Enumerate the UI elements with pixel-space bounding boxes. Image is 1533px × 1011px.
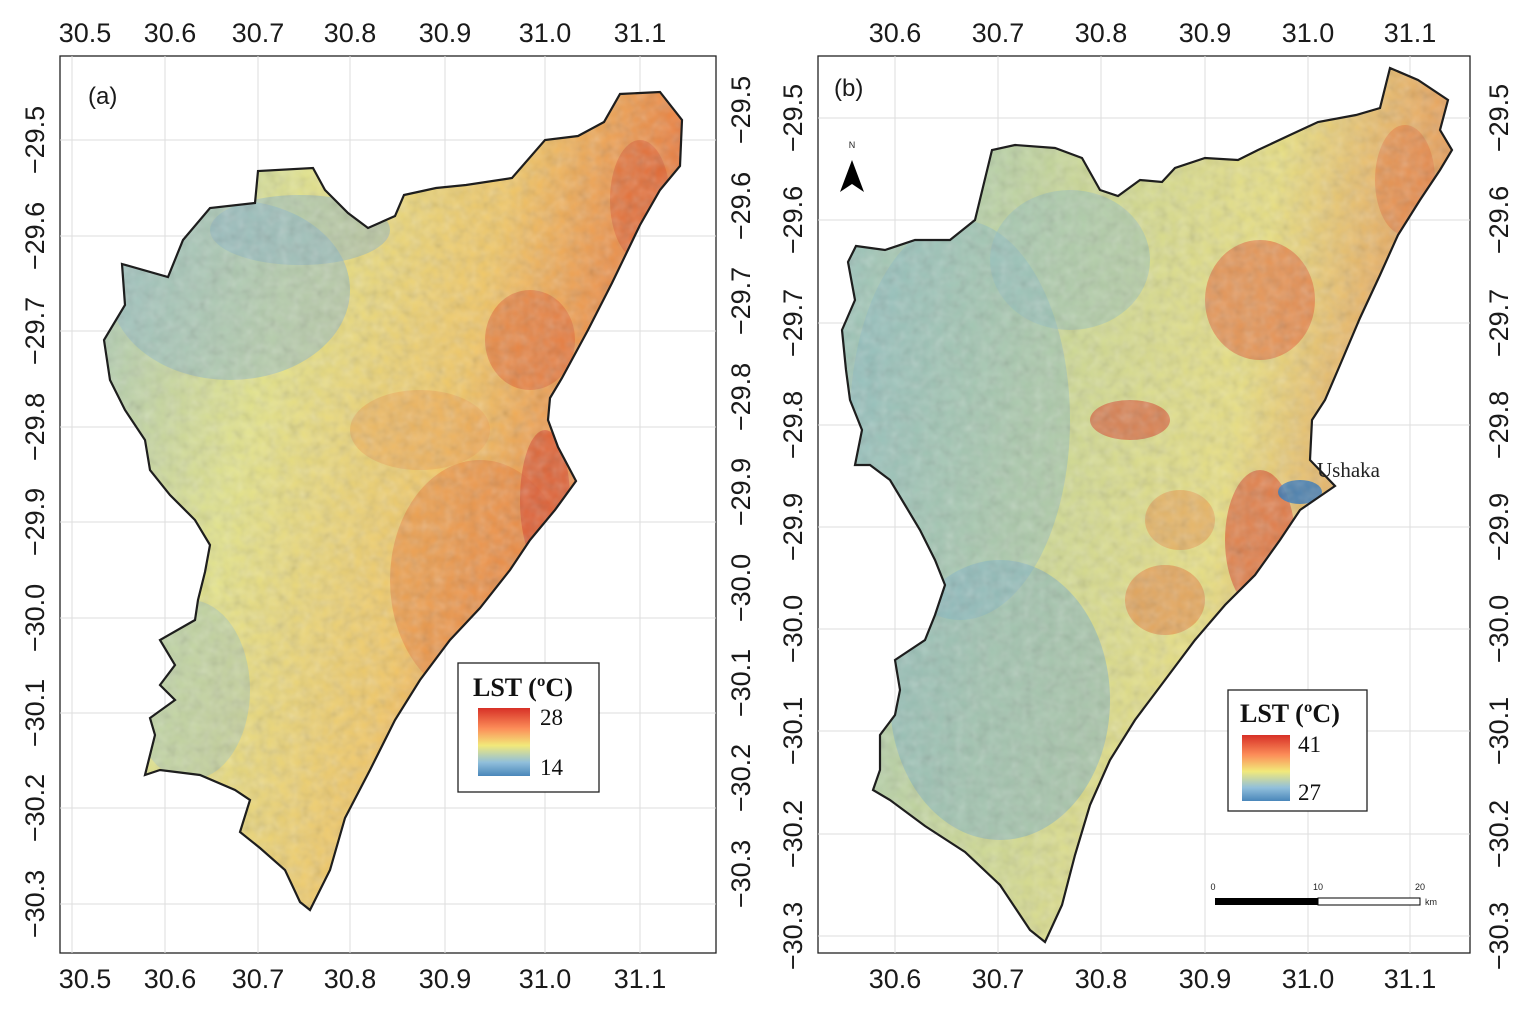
tick-label: 30.6	[144, 964, 197, 994]
tick-label: −29.7	[778, 289, 808, 357]
north-arrow-icon	[840, 160, 864, 192]
tick-label: −30.2	[726, 744, 756, 812]
tick-label: 30.5	[59, 18, 112, 48]
tick-label: −29.5	[20, 106, 50, 174]
panel-b-top-ticks: 30.6 30.7 30.8 30.9 31.0 31.1	[869, 18, 1437, 48]
legend-color-ramp	[1242, 735, 1290, 801]
tick-label: 30.9	[1179, 18, 1232, 48]
tick-label: −30.0	[726, 554, 756, 622]
legend-min-label: 14	[540, 755, 564, 780]
panel-b: (b) N Ushaka 0 10 20 km 30.6 30.7 30.8 3…	[778, 18, 1514, 994]
scale-bar-label: 10	[1313, 882, 1323, 892]
tick-label: −30.0	[20, 584, 50, 652]
tick-label: −30.1	[726, 649, 756, 717]
panel-b-left-ticks: −29.5 −29.6 −29.7 −29.8 −29.9 −30.0 −30.…	[778, 84, 808, 970]
legend-min-label: 27	[1298, 780, 1321, 805]
panel-a-right-ticks: −29.5 −29.6 −29.7 −29.8 −29.9 −30.0 −30.…	[726, 76, 756, 908]
tick-label: −30.1	[20, 679, 50, 747]
tick-label: −29.8	[1484, 391, 1514, 459]
tick-label: 30.6	[869, 964, 922, 994]
tick-label: 30.6	[144, 18, 197, 48]
tick-label: −29.9	[1484, 493, 1514, 561]
legend-max-label: 41	[1298, 732, 1321, 757]
tick-label: −30.1	[1484, 697, 1514, 765]
tick-label: −29.8	[20, 393, 50, 461]
tick-label: 30.8	[1075, 964, 1128, 994]
tick-label: 30.7	[232, 964, 285, 994]
tick-label: −29.6	[20, 202, 50, 270]
tick-label: 30.9	[419, 18, 472, 48]
tick-label: −30.3	[778, 902, 808, 970]
legend-color-ramp	[478, 708, 530, 776]
tick-label: 31.1	[614, 18, 667, 48]
tick-label: −29.9	[778, 493, 808, 561]
panel-a-bottom-ticks: 30.5 30.6 30.7 30.8 30.9 31.0 31.1	[59, 964, 667, 994]
tick-label: −29.6	[778, 186, 808, 254]
tick-label: −29.8	[726, 363, 756, 431]
scale-bar: 0 10 20 km	[1210, 882, 1437, 907]
legend-max-label: 28	[540, 705, 563, 730]
scale-bar-segment-dark	[1215, 898, 1318, 905]
tick-label: −29.6	[726, 172, 756, 240]
tick-label: 31.1	[1384, 18, 1437, 48]
north-arrow-letter: N	[849, 140, 856, 150]
legend-title: LST (ºC)	[1240, 699, 1340, 728]
place-label-ushaka: Ushaka	[1317, 458, 1381, 482]
panel-b-right-ticks: −29.5 −29.6 −29.7 −29.8 −29.9 −30.0 −30.…	[1484, 84, 1514, 970]
tick-label: −29.7	[20, 297, 50, 365]
panel-b-bottom-ticks: 30.6 30.7 30.8 30.9 31.0 31.1	[869, 964, 1437, 994]
tick-label: 30.6	[869, 18, 922, 48]
tick-label: 31.1	[1384, 964, 1437, 994]
tick-label: 30.7	[232, 18, 285, 48]
tick-label: −29.8	[778, 391, 808, 459]
panel-a-legend: LST (ºC) 28 14	[457, 662, 600, 793]
tick-label: 31.0	[519, 18, 572, 48]
tick-label: 30.8	[1075, 18, 1128, 48]
tick-label: 30.8	[324, 964, 377, 994]
tick-label: −29.7	[726, 267, 756, 335]
panel-b-label: (b)	[834, 75, 863, 102]
tick-label: −30.3	[726, 840, 756, 908]
scale-bar-label: 20	[1415, 882, 1425, 892]
tick-label: −30.0	[1484, 595, 1514, 663]
tick-label: 30.8	[324, 18, 377, 48]
panel-a-top-ticks: 30.5 30.6 30.7 30.8 30.9 31.0 31.1	[59, 18, 667, 48]
panel-b-legend: LST (ºC) 41 27	[1227, 689, 1368, 812]
tick-label: −29.9	[726, 458, 756, 526]
panel-a-label: (a)	[88, 83, 117, 110]
tick-label: −30.2	[1484, 800, 1514, 868]
tick-label: −29.5	[1484, 84, 1514, 152]
tick-label: −30.2	[778, 800, 808, 868]
panel-a-left-ticks: −29.5 −29.6 −29.7 −29.8 −29.9 −30.0 −30.…	[20, 106, 50, 938]
tick-label: 30.9	[419, 964, 472, 994]
tick-label: 31.0	[1282, 964, 1335, 994]
tick-label: −30.1	[778, 697, 808, 765]
tick-label: −29.9	[20, 488, 50, 556]
legend-title: LST (ºC)	[473, 673, 573, 702]
tick-label: 30.5	[59, 964, 112, 994]
tick-label: −30.2	[20, 774, 50, 842]
tick-label: −30.3	[1484, 902, 1514, 970]
tick-label: −30.3	[20, 870, 50, 938]
tick-label: 30.9	[1179, 964, 1232, 994]
tick-label: 30.7	[972, 964, 1025, 994]
tick-label: 31.0	[1282, 18, 1335, 48]
tick-label: −29.5	[726, 76, 756, 144]
panel-a: (a) 30.5 30.6 30.7 30.8 30.9 31.0 31.1 3…	[20, 18, 756, 994]
scale-bar-segment-light	[1317, 897, 1421, 906]
tick-label: −29.6	[1484, 186, 1514, 254]
tick-label: 30.7	[972, 18, 1025, 48]
north-arrow: N	[840, 140, 864, 192]
tick-label: −29.5	[778, 84, 808, 152]
tick-label: −30.0	[778, 595, 808, 663]
tick-label: −29.7	[1484, 289, 1514, 357]
scale-bar-unit: km	[1425, 897, 1437, 907]
tick-label: 31.0	[519, 964, 572, 994]
tick-label: 31.1	[614, 964, 667, 994]
scale-bar-label: 0	[1210, 882, 1215, 892]
